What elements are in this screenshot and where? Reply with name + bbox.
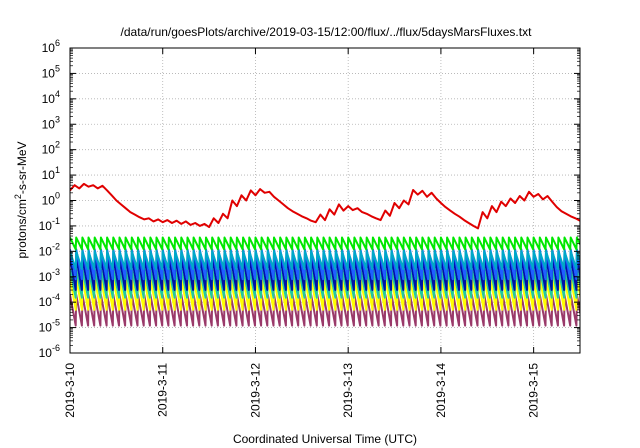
y-tick-label-base: 10 bbox=[39, 346, 53, 360]
y-tick-label: 104 bbox=[42, 89, 60, 106]
chart-title: /data/run/goesPlots/archive/2019-03-15/1… bbox=[121, 25, 533, 39]
x-tick-label: 2019-3-15 bbox=[527, 363, 541, 418]
x-tick-label: 2019-3-12 bbox=[248, 363, 262, 418]
y-tick-label-base: 10 bbox=[39, 295, 53, 309]
series-line bbox=[70, 250, 580, 271]
y-axis-ticks: 10-610-510-410-310-210-11001011021031041… bbox=[39, 38, 580, 360]
x-tick-label: 2019-3-14 bbox=[434, 363, 448, 418]
y-tick-label: 106 bbox=[42, 38, 60, 55]
y-tick-label: 10-6 bbox=[39, 343, 60, 360]
y-tick-label: 103 bbox=[42, 114, 60, 131]
y-tick-label-base: 10 bbox=[39, 321, 53, 335]
x-tick-label: 2019-3-11 bbox=[156, 363, 170, 417]
y-tick-label: 105 bbox=[42, 63, 60, 80]
y-tick-label: 10-4 bbox=[39, 292, 60, 309]
y-axis-title-prefix: protons/cm bbox=[15, 199, 29, 258]
y-tick-label-base: 10 bbox=[42, 92, 56, 106]
y-tick-label: 100 bbox=[42, 191, 60, 208]
y-tick-label-exp: 5 bbox=[55, 63, 60, 73]
y-tick-label-exp: 0 bbox=[55, 191, 60, 201]
y-tick-label-base: 10 bbox=[42, 194, 56, 208]
x-axis-title: Coordinated Universal Time (UTC) bbox=[233, 432, 417, 446]
y-tick-label: 102 bbox=[42, 140, 60, 157]
x-tick-label: 2019-3-13 bbox=[341, 363, 355, 418]
y-tick-label-exp: -3 bbox=[52, 267, 60, 277]
y-tick-label-exp: -5 bbox=[52, 318, 60, 328]
y-tick-label-base: 10 bbox=[39, 219, 53, 233]
y-tick-label-base: 10 bbox=[42, 143, 56, 157]
series-line bbox=[70, 182, 580, 230]
y-tick-label-base: 10 bbox=[39, 244, 53, 258]
y-tick-label-exp: 1 bbox=[55, 165, 60, 175]
y-tick-label: 101 bbox=[42, 165, 60, 182]
y-tick-label: 10-2 bbox=[39, 241, 60, 258]
y-tick-label-exp: 2 bbox=[55, 140, 60, 150]
data-series bbox=[70, 182, 580, 327]
y-tick-label-exp: -4 bbox=[52, 292, 60, 302]
y-tick-label-exp: -1 bbox=[52, 216, 60, 226]
y-axis-title-suffix: -s-sr-MeV bbox=[15, 141, 29, 194]
y-tick-label: 10-5 bbox=[39, 318, 60, 335]
y-tick-label-base: 10 bbox=[42, 41, 56, 55]
y-axis-title: protons/cm2-s-sr-MeV bbox=[13, 141, 29, 258]
y-tick-label-base: 10 bbox=[39, 270, 53, 284]
x-tick-label: 2019-3-10 bbox=[63, 363, 77, 418]
series-line bbox=[70, 236, 580, 251]
y-tick-label-base: 10 bbox=[42, 66, 56, 80]
y-tick-label-exp: -6 bbox=[52, 343, 60, 353]
y-tick-label-exp: 4 bbox=[55, 89, 60, 99]
y-tick-label-base: 10 bbox=[42, 117, 56, 131]
y-tick-label: 10-3 bbox=[39, 267, 60, 284]
y-tick-label-exp: 6 bbox=[55, 38, 60, 48]
y-axis-title-sup: 2 bbox=[13, 194, 23, 199]
y-tick-label: 10-1 bbox=[39, 216, 60, 233]
x-axis-ticks: 2019-3-10 2019-3-11 2019-3-12 2019-3-13 2019… bbox=[63, 48, 541, 418]
y-tick-label-exp: -2 bbox=[52, 241, 60, 251]
y-tick-label-base: 10 bbox=[42, 168, 56, 182]
y-tick-label-exp: 3 bbox=[55, 114, 60, 124]
